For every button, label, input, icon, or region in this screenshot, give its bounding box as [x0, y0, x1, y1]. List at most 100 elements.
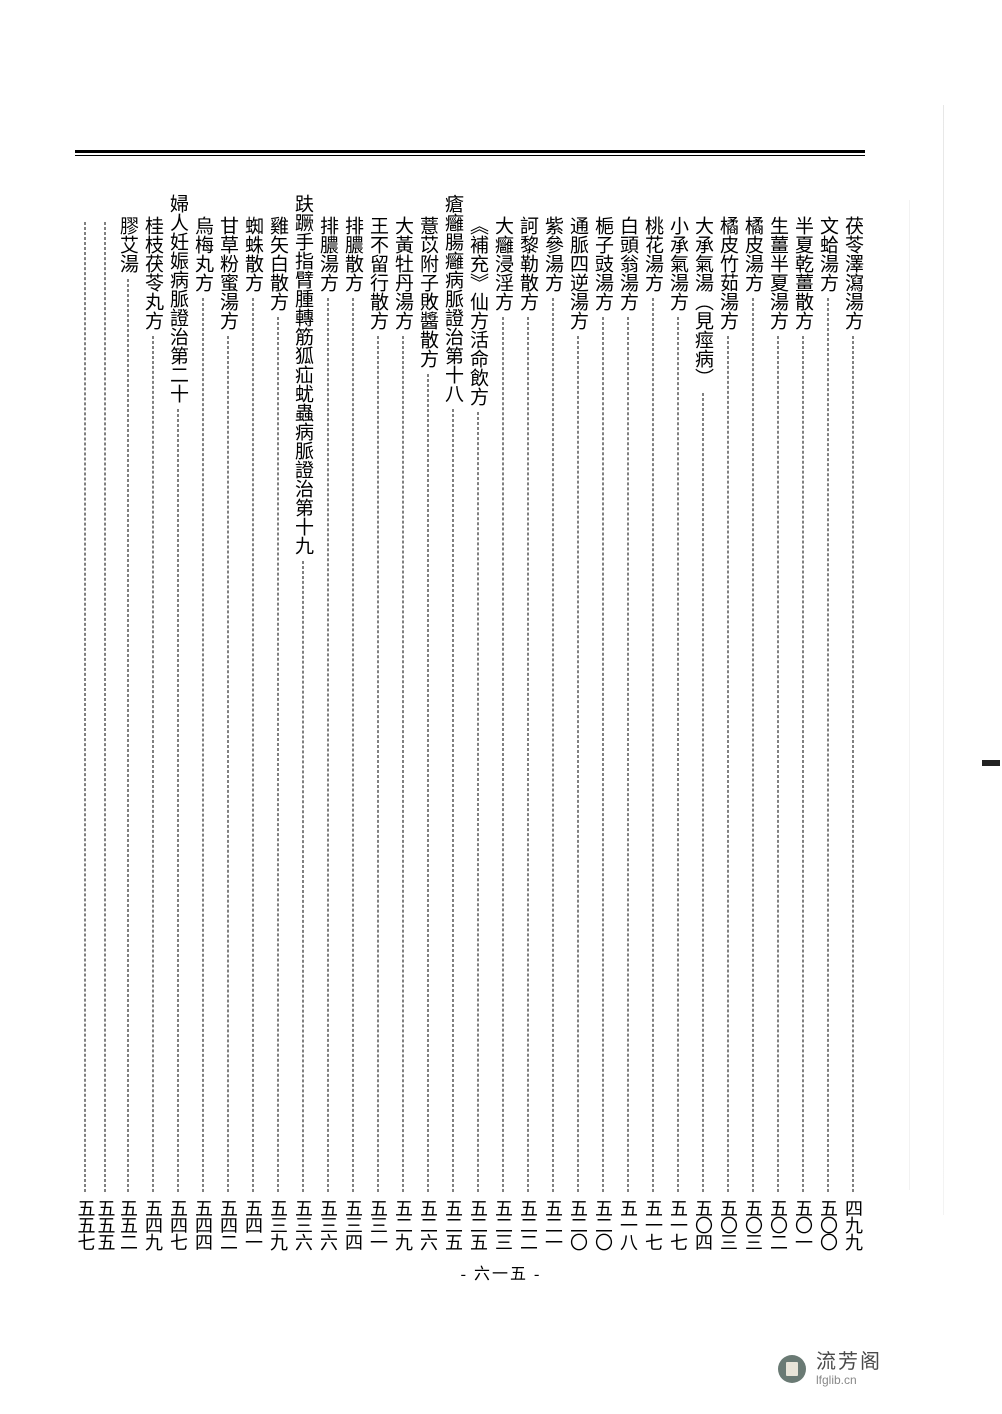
toc-entry-page: 五三四	[340, 1194, 365, 1254]
toc-entry: 大承氣湯（見痙病） 五〇四	[690, 194, 715, 1254]
toc-entry: 桃花湯方五一七	[640, 194, 665, 1254]
rule-thin	[75, 155, 865, 156]
toc-entry-title: 大承氣湯（見痙病）	[690, 216, 715, 387]
toc-leader-line	[105, 222, 106, 1192]
scan-artifact-line	[943, 105, 944, 1215]
toc-entry-title: 小承氣湯方	[665, 216, 690, 311]
toc-entry-page: 五三六	[290, 1194, 315, 1254]
toc-entry: 烏梅丸方五四四	[190, 194, 215, 1254]
page-content: 茯苓澤瀉湯方四九九文蛤湯方五〇〇半夏乾薑散方五〇一生薑半夏湯方五〇二橘皮湯方五〇…	[75, 150, 865, 156]
toc-leader-line	[602, 317, 603, 1192]
toc-leader-line	[152, 336, 153, 1192]
toc-leader-line	[852, 336, 853, 1192]
toc-entry-page: 五一七	[665, 1194, 690, 1254]
toc-leader-line	[677, 317, 678, 1192]
toc-leader-line	[552, 298, 553, 1192]
toc-entry: 生薑半夏湯方五〇二	[765, 194, 790, 1254]
toc-entry-page: 五四二	[215, 1194, 240, 1254]
watermark-text: 流芳阁 lfglib.cn	[816, 1352, 882, 1386]
toc-entry-page: 五二三	[490, 1194, 515, 1254]
toc-entry-page: 五二六	[415, 1194, 440, 1254]
watermark: 流芳阁 lfglib.cn	[778, 1352, 882, 1386]
toc-leader-line	[527, 317, 528, 1192]
toc-leader-line	[802, 336, 803, 1192]
toc-section-heading: 趺蹶手指臂腫轉筋狐疝蚘蟲病脈證治第十九五三六	[290, 194, 315, 1254]
toc-entry-title: 甘草粉蜜湯方	[215, 216, 240, 330]
toc-entry-title: 橘皮竹茹湯方	[715, 216, 740, 330]
toc-leader-line	[577, 336, 578, 1192]
toc-entry-page: 五四四	[190, 1194, 215, 1254]
toc-entry: 排膿散方五三四	[340, 194, 365, 1254]
toc-leader-line	[277, 317, 278, 1192]
scan-artifact-line-2	[909, 200, 910, 1190]
toc-entry: 桂枝茯苓丸方五四九	[140, 194, 165, 1254]
toc-entry: 薏苡附子敗醬散方五二六	[415, 194, 440, 1254]
toc-entry: 膠艾湯五五二	[115, 194, 140, 1254]
toc-leader-line	[402, 336, 403, 1192]
toc-leader-line	[502, 317, 503, 1192]
toc-entry-page: 五一七	[640, 1194, 665, 1254]
toc-entry: 橘皮竹茹湯方五〇三	[715, 194, 740, 1254]
toc-entry-title: 生薑半夏湯方	[765, 216, 790, 330]
toc-leader-line	[202, 298, 203, 1192]
toc-entry: 小承氣湯方五一七	[665, 194, 690, 1254]
toc-entry-page: 五二二	[515, 1194, 540, 1254]
toc-entry-title: 膠艾湯	[115, 216, 140, 273]
toc-entry-title: 半夏乾薑散方	[790, 216, 815, 330]
toc-entry-title: 文蛤湯方	[815, 216, 840, 292]
toc-entry: 通脈四逆湯方五二〇	[565, 194, 590, 1254]
toc-entry-page: 五五七	[75, 1194, 95, 1254]
toc-leader-line	[752, 298, 753, 1192]
toc-entry: 橘皮湯方五〇三	[740, 194, 765, 1254]
toc-entry: 紫參湯方五二一	[540, 194, 565, 1254]
toc-entry-title: 白頭翁湯方	[615, 216, 640, 311]
toc-entry-page: 五〇一	[790, 1194, 815, 1254]
toc-leader-line	[327, 298, 328, 1192]
toc-entry-page: 五〇四	[690, 1194, 715, 1254]
toc-entry: 白頭翁湯方五一八	[615, 194, 640, 1254]
toc-entry: 五五七	[75, 194, 95, 1254]
toc-entry-page: 五四九	[140, 1194, 165, 1254]
toc-entry-page: 五五二	[115, 1194, 140, 1254]
toc-leader-line	[777, 336, 778, 1192]
toc-entry: 文蛤湯方五〇〇	[815, 194, 840, 1254]
toc-entry: 五五五	[95, 194, 115, 1254]
toc-leader-line	[627, 317, 628, 1192]
watermark-icon	[778, 1355, 806, 1383]
toc-section-heading: 婦人妊娠病脈證治第二十五四七	[165, 194, 190, 1254]
toc-entry-title: 排膿湯方	[315, 216, 340, 292]
toc-entry: 甘草粉蜜湯方五四二	[215, 194, 240, 1254]
toc-leader-line	[827, 298, 828, 1192]
toc-entry: 半夏乾薑散方五〇一	[790, 194, 815, 1254]
toc-entry-page: 五二〇	[565, 1194, 590, 1254]
toc-entry-title: 大黃牡丹湯方	[390, 216, 415, 330]
toc-entry-title: 瘡癰腸癰病脈證治第十八	[440, 194, 465, 403]
toc-entry-page: 五〇三	[740, 1194, 765, 1254]
toc-entry: 大癰浸淫方五二三	[490, 194, 515, 1254]
toc-entry-page: 五四一	[240, 1194, 265, 1254]
toc-entry-page: 五四七	[165, 1194, 190, 1254]
toc-entry-title: 橘皮湯方	[740, 216, 765, 292]
toc-entry-page: 五一八	[615, 1194, 640, 1254]
toc-leader-line	[377, 336, 378, 1192]
toc-entry-title: 排膿散方	[340, 216, 365, 292]
toc-leader-line	[302, 561, 303, 1192]
toc-entry-page: 五二九	[390, 1194, 415, 1254]
toc-leader-line	[127, 279, 128, 1192]
toc-entry: 王不留行散方五三一	[365, 194, 390, 1254]
toc-leader-line	[652, 298, 653, 1192]
toc-leader-line	[352, 298, 353, 1192]
toc-entry-page: 五五五	[95, 1194, 115, 1254]
toc-entry-page: 五二五	[440, 1194, 465, 1254]
toc-leader-line	[227, 336, 228, 1192]
toc-leader-line	[727, 336, 728, 1192]
toc-entry-title: 桃花湯方	[640, 216, 665, 292]
toc-entry: 雞矢白散方五三九	[265, 194, 290, 1254]
watermark-en: lfglib.cn	[816, 1374, 882, 1386]
toc-entry-title: 烏梅丸方	[190, 216, 215, 292]
toc-entry-page: 五二一	[540, 1194, 565, 1254]
edge-index-mark	[982, 760, 1000, 766]
page-number-footer: - 六一五 -	[0, 1260, 1002, 1284]
toc-entry: 大黃牡丹湯方五二九	[390, 194, 415, 1254]
toc-entry: 蜘蛛散方五四一	[240, 194, 265, 1254]
